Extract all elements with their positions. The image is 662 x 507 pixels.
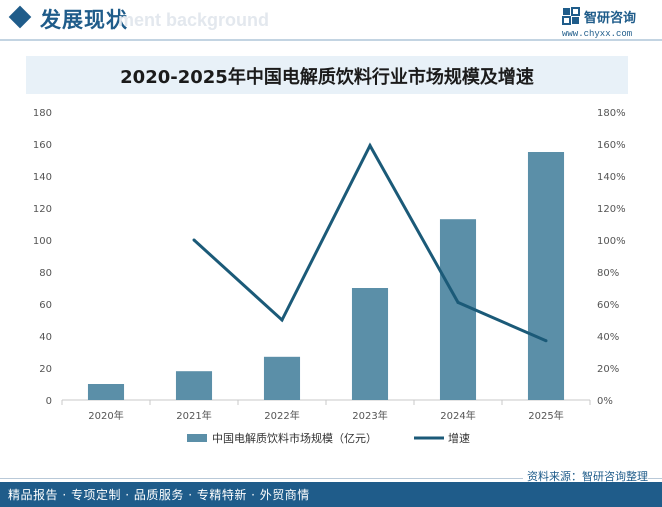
growth-point	[456, 300, 460, 304]
right-axis-tick-label: 160%	[597, 140, 626, 151]
bar	[527, 152, 565, 400]
right-axis-tick-label: 80%	[597, 268, 619, 279]
diamond-icon	[8, 5, 32, 29]
bar	[351, 288, 389, 400]
chart: 0 20 40 60 80 100 120 140 160 180 0% 20% 40% 60% 80% 10…	[33, 108, 626, 445]
brand-url: www.chyxx.com	[562, 29, 633, 39]
chart-title-band: 2020-2025年中国电解质饮料行业市场规模及增速	[26, 56, 628, 94]
left-axis-tick-label: 0	[46, 396, 52, 407]
footer-divider	[0, 478, 662, 479]
left-axis-tick-label: 140	[33, 172, 52, 183]
right-axis-tick-label: 0%	[597, 396, 613, 407]
bar	[263, 356, 301, 400]
legend-bar-swatch	[187, 434, 207, 442]
x-axis-tick-label: 2023年	[352, 409, 387, 422]
brand-name: 智研咨询	[584, 11, 637, 26]
chart-title: 2020-2025年中国电解质饮料行业市场规模及增速	[120, 67, 534, 88]
right-axis-tick-label: 20%	[597, 364, 619, 375]
left-axis-tick-label: 40	[39, 332, 52, 343]
x-axis-tick-label: 2024年	[440, 409, 475, 422]
left-axis-tick-label: 120	[33, 204, 52, 215]
right-axis-tick-label: 180%	[597, 108, 626, 119]
legend-line-label: 增速	[448, 431, 470, 445]
header: 发展现状 ment background 智研咨询 www.chyxx.com	[0, 0, 662, 44]
left-axis-tick-label: 160	[33, 140, 52, 151]
growth-point	[280, 318, 284, 322]
growth-point	[544, 339, 548, 343]
header-divider	[0, 39, 662, 41]
right-axis-tick-label: 140%	[597, 172, 626, 183]
left-axis-tick-label: 20	[39, 364, 52, 375]
growth-point	[192, 238, 196, 242]
left-axis-tick-label: 180	[33, 108, 52, 119]
left-axis-tick-label: 60	[39, 300, 52, 311]
bar	[439, 219, 477, 400]
bar	[87, 384, 125, 400]
left-axis-tick-label: 80	[39, 268, 52, 279]
right-axis-tick-label: 60%	[597, 300, 619, 311]
legend-bar-label: 中国电解质饮料市场规模（亿元）	[212, 431, 377, 445]
right-axis-tick-label: 120%	[597, 204, 626, 215]
x-axis-tick-label: 2022年	[264, 409, 299, 422]
section-subtitle-watermark: ment background	[118, 10, 270, 30]
x-axis-tick-label: 2020年	[88, 409, 123, 422]
brand-logo-icon	[562, 7, 580, 25]
brand: 智研咨询 www.chyxx.com	[562, 5, 660, 39]
section-title: 发展现状	[40, 8, 128, 32]
right-axis-tick-label: 100%	[597, 236, 626, 247]
footer-bar: 精品报告 · 专项定制 · 品质服务 · 专精特新 · 外贸商情	[0, 482, 662, 507]
growth-point	[368, 144, 372, 148]
x-axis-tick-label: 2025年	[528, 409, 563, 422]
bar	[175, 371, 213, 400]
left-axis-tick-label: 100	[33, 236, 52, 247]
source-note: 资料来源：智研咨询整理	[523, 468, 648, 484]
x-axis-tick-label: 2021年	[176, 409, 211, 422]
right-axis-tick-label: 40%	[597, 332, 619, 343]
footer-services: 精品报告 · 专项定制 · 品质服务 · 专精特新 · 外贸商情	[8, 488, 310, 502]
